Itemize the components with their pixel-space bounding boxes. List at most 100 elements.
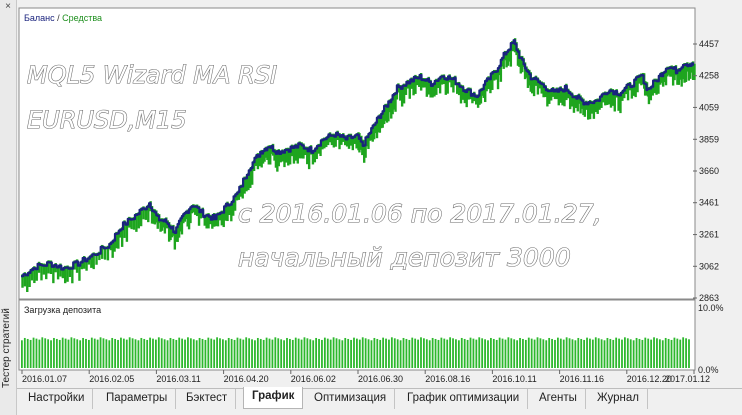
load-bar-28 (102, 338, 105, 368)
load-bar-83 (262, 339, 265, 368)
load-bar-217 (653, 337, 655, 368)
load-bar-221 (664, 337, 667, 368)
load-bar-184 (557, 337, 559, 368)
load-bar-120 (370, 340, 373, 368)
deposit-load-label: Загрузка депозита (24, 305, 101, 315)
load-bar-64 (207, 337, 210, 368)
tab-optimization[interactable]: Оптимизация (306, 389, 396, 409)
legend-equity: Средства (62, 13, 102, 23)
load-bar-124 (382, 337, 385, 368)
strategy-tester-label: Тестер стратегий (1, 308, 12, 388)
load-bar-130 (399, 340, 402, 368)
load-bar-223 (670, 339, 673, 368)
load-bar-133 (408, 339, 411, 368)
load-bar-189 (571, 339, 574, 368)
close-icon[interactable]: × (5, 1, 11, 12)
load-bar-114 (353, 337, 355, 368)
legend-balance: Баланс (24, 13, 55, 23)
load-bar-206 (621, 339, 623, 368)
load-bar-134 (411, 337, 414, 368)
load-bar-22 (85, 338, 87, 368)
load-bar-8 (44, 338, 47, 368)
load-bar-218 (656, 338, 658, 368)
y-axis-ticks: 4457 4258 4059 3859 3660 3461 3261 3062 2863 (693, 39, 719, 303)
load-bar-31 (111, 337, 114, 368)
load-bar-87 (274, 337, 277, 368)
load-bar-191 (577, 337, 580, 368)
load-bar-177 (536, 337, 539, 368)
tab-parameters[interactable]: Параметры (98, 389, 177, 409)
load-bar-141 (431, 337, 434, 368)
load-bar-58 (189, 338, 192, 368)
load-bar-135 (414, 338, 417, 368)
load-bar-150 (457, 340, 460, 368)
load-bar-127 (390, 337, 393, 368)
load-bar-129 (396, 339, 399, 368)
y-tick-label-0: 4457 (699, 39, 719, 49)
load-bar-111 (344, 337, 347, 368)
load-bar-105 (326, 338, 329, 368)
load-bar-119 (367, 339, 370, 368)
load-bar-164 (498, 337, 501, 368)
tab-journal[interactable]: Журнал (589, 389, 648, 409)
x-axis-ticks: 2016.01.07 2016.02.05 2016.03.11 2016.04.20… (21, 370, 710, 384)
tab-agents[interactable]: Агенты (531, 389, 586, 409)
load-bar-49 (163, 339, 166, 368)
load-bar-55 (181, 338, 184, 368)
load-bar-2 (26, 338, 29, 368)
load-bar-68 (219, 338, 221, 368)
load-bar-59 (192, 339, 195, 368)
load-bar-143 (437, 339, 440, 368)
load-bar-117 (361, 337, 364, 368)
load-bar-228 (685, 338, 687, 368)
load-bar-79 (251, 339, 253, 368)
load-bar-94 (294, 337, 297, 368)
x-tick-label-0: 2016.01.07 (22, 374, 67, 384)
load-bar-159 (484, 339, 486, 368)
load-bar-102 (318, 338, 320, 368)
load-bar-126 (388, 339, 390, 368)
load-bar-182 (551, 338, 553, 368)
backtest-chart: Баланс / Средства 4457 4258 4059 3859 3660 34… (17, 0, 742, 388)
load-bar-32 (114, 338, 117, 368)
tab-settings[interactable]: Настройки (20, 389, 94, 409)
tab-backtest[interactable]: Бэктест (178, 389, 237, 409)
load-bar-6 (38, 339, 41, 368)
load-bar-186 (562, 339, 565, 368)
load-bar-25 (93, 338, 96, 368)
balance-plot-area (18, 7, 696, 300)
load-bar-95 (297, 338, 300, 368)
x-tick-label-1: 2016.02.05 (89, 374, 134, 384)
load-bar-69 (222, 339, 224, 368)
load-bar-201 (606, 337, 609, 368)
load-bar-73 (233, 339, 236, 368)
load-bar-52 (172, 338, 175, 368)
load-bar-131 (402, 337, 405, 368)
load-bar-85 (268, 338, 271, 368)
load-bar-16 (67, 339, 70, 368)
tab-graph[interactable]: График (243, 387, 304, 409)
load-bar-197 (594, 337, 597, 368)
load-bar-50 (166, 340, 169, 368)
load-bar-202 (609, 338, 612, 368)
load-bar-10 (50, 340, 52, 368)
load-bar-225 (676, 338, 679, 368)
load-bar-86 (271, 339, 274, 368)
load-bar-156 (475, 339, 478, 368)
tab-optimization-graph[interactable]: График оптимизации (399, 389, 529, 409)
legend-separator: / (55, 13, 63, 23)
load-bar-212 (638, 338, 641, 368)
load-bar-213 (641, 339, 644, 368)
load-bar-180 (545, 340, 548, 368)
load-bar-70 (224, 340, 227, 368)
load-bar-41 (140, 337, 143, 368)
x-tick-label-4: 2016.06.02 (291, 374, 336, 384)
load-bar-155 (472, 338, 475, 368)
load-bar-1 (23, 337, 26, 368)
load-bar-48 (160, 338, 163, 368)
load-bar-139 (425, 339, 428, 368)
load-bar-91 (286, 337, 288, 368)
load-bar-89 (280, 339, 283, 368)
load-bar-222 (667, 338, 670, 368)
load-bar-149 (455, 339, 457, 368)
